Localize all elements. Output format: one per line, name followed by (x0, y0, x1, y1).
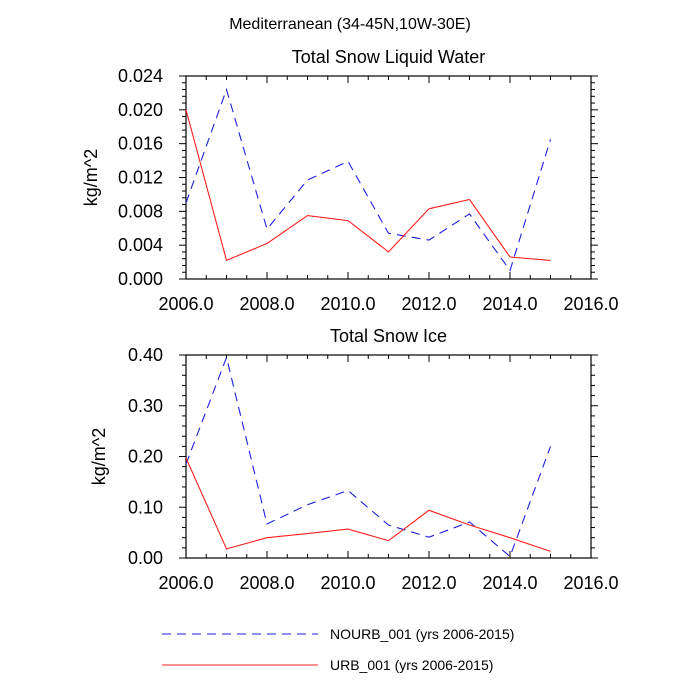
y-tick-label: 0.40 (128, 345, 163, 365)
chart-title: Total Snow Liquid Water (292, 47, 485, 67)
figure-title: Mediterranean (34-45N,10W-30E) (229, 16, 471, 33)
x-tick-label: 2016.0 (563, 294, 618, 314)
y-tick-label: 0.012 (118, 168, 163, 188)
y-tick-label: 0.10 (128, 497, 163, 517)
legend: NOURB_001 (yrs 2006-2015) URB_001 (yrs 20… (162, 626, 514, 673)
series-line-urb_001 (185, 457, 551, 552)
plot-frame (185, 354, 592, 559)
x-tick-label: 2008.0 (239, 294, 294, 314)
x-tick-label: 2008.0 (239, 573, 294, 593)
x-tick-label: 2006.0 (158, 573, 213, 593)
chart-panels: Total Snow Liquid Water 2006.0 2008.0 2010.… (81, 47, 619, 593)
series-line-nourb_001 (185, 87, 552, 272)
y-tick-label: 0.20 (128, 447, 163, 467)
y-tick-label: 0.30 (128, 396, 163, 416)
y-tick-label: 0.000 (118, 269, 163, 289)
x-tick-label: 2012.0 (401, 573, 456, 593)
y-tick-label: 0.024 (118, 66, 163, 86)
chart-title: Total Snow Ice (330, 326, 447, 346)
y-tick-label: 0.00 (128, 548, 163, 568)
chart-panel-1: Total Snow Liquid Water 2006.0 2008.0 2010.… (81, 47, 619, 314)
x-tick-label: 2010.0 (320, 294, 375, 314)
chart-panel-2: Total Snow Ice 2006.0 2008.0 2010.0 2012.0 20… (89, 326, 619, 593)
legend-label-nourb_001: NOURB_001 (yrs 2006-2015) (330, 626, 514, 642)
y-tick-label: 0.016 (118, 134, 163, 154)
x-tick-label: 2016.0 (563, 573, 618, 593)
y-tick-label: 0.008 (118, 201, 163, 221)
y-tick-label: 0.020 (118, 100, 163, 120)
x-tick-label: 2012.0 (401, 294, 456, 314)
plot-frame (185, 75, 592, 280)
y-axis-label: kg/m^2 (89, 428, 109, 485)
series-line-urb_001 (185, 109, 551, 262)
y-axis-label: kg/m^2 (81, 149, 101, 206)
x-tick-label: 2006.0 (158, 294, 213, 314)
x-tick-label: 2010.0 (320, 573, 375, 593)
x-tick-label: 2014.0 (482, 573, 537, 593)
series-line-nourb_001 (185, 355, 552, 558)
y-tick-label: 0.004 (118, 235, 163, 255)
x-tick-label: 2014.0 (482, 294, 537, 314)
legend-label-urb_001: URB_001 (yrs 2006-2015) (330, 657, 493, 673)
